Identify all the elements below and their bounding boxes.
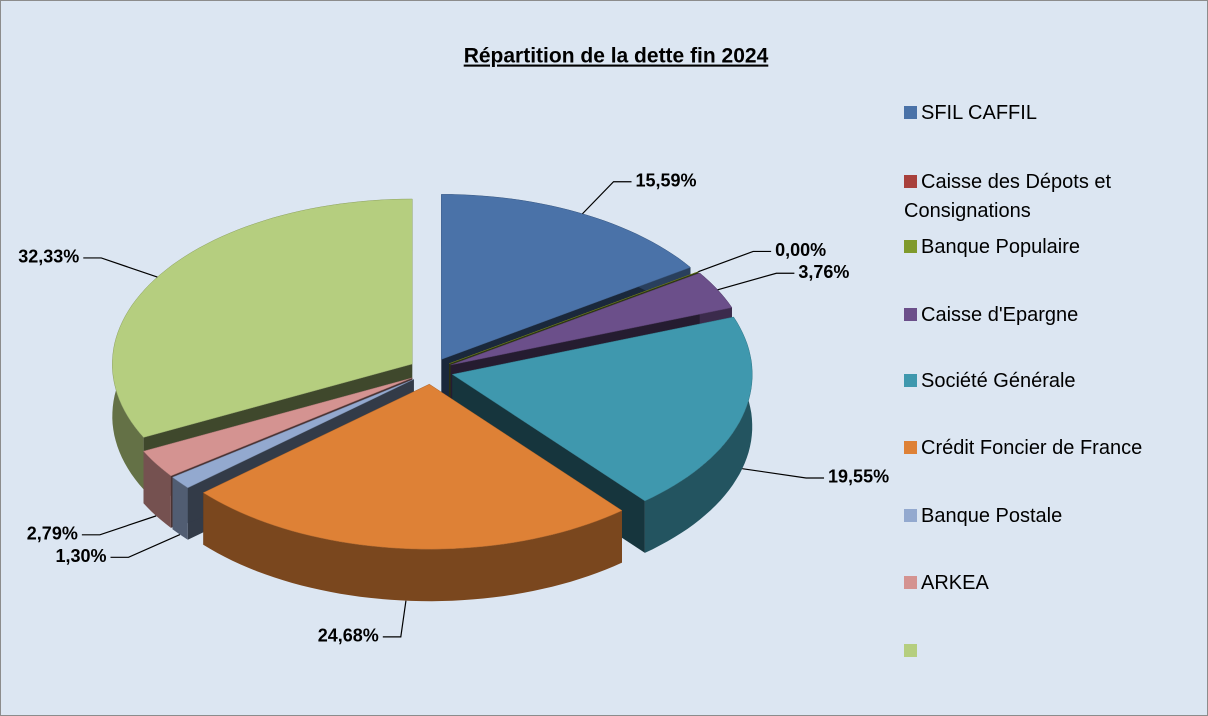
data-label: 0,00%	[775, 240, 826, 260]
slice-wall	[143, 451, 171, 528]
chart-title: Répartition de la dette fin 2024	[464, 45, 769, 68]
leader-line	[717, 272, 795, 291]
data-label: 15,59%	[636, 170, 697, 190]
legend-swatch	[904, 175, 917, 188]
legend-swatch	[904, 441, 917, 454]
slice-wall	[644, 317, 753, 553]
slice-top	[451, 316, 753, 502]
legend-entry: ARKEA	[904, 569, 1204, 598]
legend-swatch	[904, 509, 917, 522]
leader-line	[582, 181, 632, 215]
leader-line	[81, 515, 157, 536]
legend-label: ARKEA	[921, 572, 989, 594]
slice-top	[450, 272, 733, 366]
slice-wall	[203, 492, 623, 602]
slice-top	[441, 194, 691, 360]
legend-label: Banque Postale	[921, 505, 1063, 527]
leader-line	[698, 250, 772, 273]
data-label: 32,33%	[18, 247, 79, 267]
leader-line	[742, 468, 825, 479]
data-label: 1,30%	[55, 546, 106, 566]
slice-top	[143, 377, 413, 477]
data-label: 3,76%	[798, 262, 849, 282]
legend-label: SFIL CAFFIL	[921, 102, 1037, 124]
slice	[202, 383, 623, 602]
legend-swatch	[904, 576, 917, 589]
legend-entry: Caisse des Dépots et Consignations	[904, 168, 1174, 226]
legend-entry: Caisse d'Epargne	[904, 301, 1204, 330]
legend-label: Caisse d'Epargne	[921, 304, 1079, 326]
legend-entry: Banque Postale	[904, 502, 1204, 531]
data-label: 24,68%	[318, 626, 379, 646]
legend-entry: Société Générale	[904, 367, 1204, 396]
slice-top	[112, 198, 413, 438]
data-label: 2,79%	[27, 524, 78, 544]
legend-label: Société Générale	[921, 370, 1076, 392]
legend-swatch	[904, 240, 917, 253]
legend-entry: Banque Populaire	[904, 233, 1204, 262]
legend-entry: SFIL CAFFIL	[904, 99, 1204, 128]
legend-swatch	[904, 308, 917, 321]
legend-entry	[904, 637, 1204, 666]
slice-top	[202, 383, 623, 550]
leader-line	[83, 257, 158, 278]
leader-line	[382, 600, 407, 638]
slice-top	[449, 271, 699, 364]
data-label: 19,55%	[828, 467, 889, 487]
legend-swatch	[904, 106, 917, 119]
legend-swatch	[904, 644, 917, 657]
leader-line	[110, 534, 181, 558]
legend-label: Caisse des Dépots et Consignations	[904, 171, 1112, 222]
slice-wall	[172, 477, 188, 540]
legend-swatch	[904, 374, 917, 387]
legend-label: Crédit Foncier de France	[921, 437, 1143, 459]
legend-entry: Crédit Foncier de France	[904, 434, 1204, 463]
legend-label: Banque Populaire	[921, 236, 1081, 258]
slice-top	[171, 379, 414, 489]
